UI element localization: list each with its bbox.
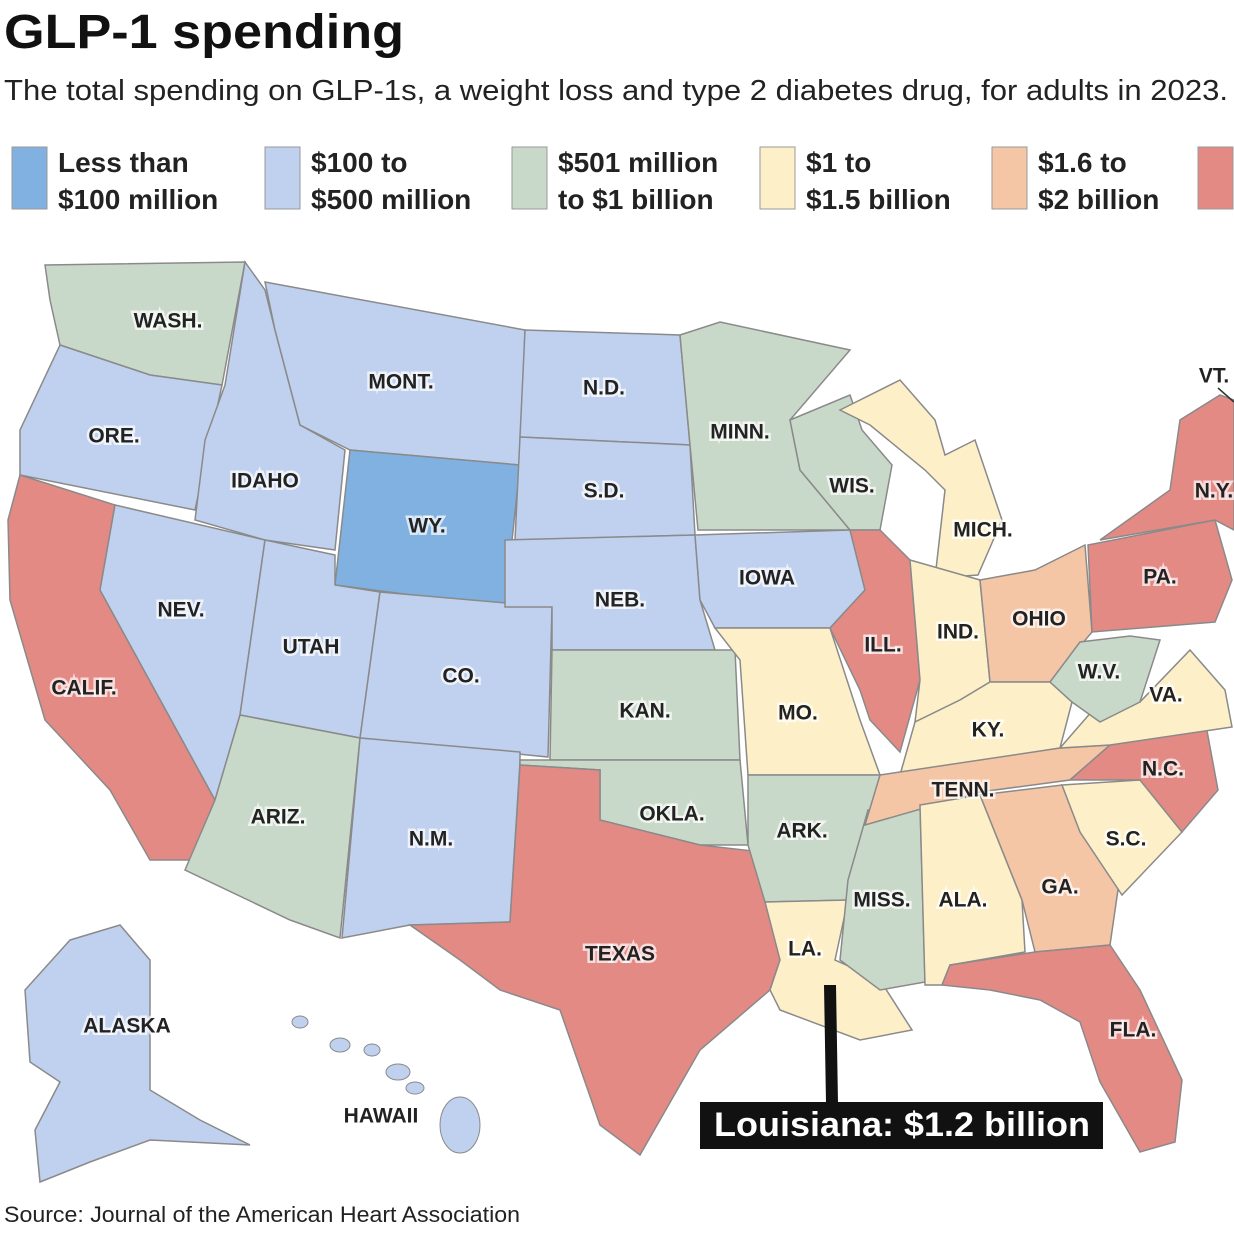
state xyxy=(1060,779,1183,897)
state-label: VA. xyxy=(1149,684,1182,707)
state-label: VT. xyxy=(1199,365,1229,388)
state-label: N.Y. xyxy=(1195,480,1234,503)
state-label: NEV. xyxy=(157,599,204,622)
state-label: MO. xyxy=(778,702,818,725)
state-label: IND. xyxy=(937,621,979,644)
state-label: KY. xyxy=(972,719,1005,742)
callout-pointer xyxy=(824,985,838,1103)
state xyxy=(940,944,1183,1153)
state-label: OKLA. xyxy=(639,803,704,826)
legend: Less than $100 million $100 to $500 million… xyxy=(11,146,1234,215)
state xyxy=(24,924,251,1184)
legend-label: to $1 billion xyxy=(558,184,714,215)
legend-swatch xyxy=(1197,146,1234,210)
state-label: ALA. xyxy=(939,889,988,912)
state xyxy=(789,394,893,531)
state-label: ILL. xyxy=(864,634,901,657)
map xyxy=(7,260,1234,1184)
source: Source: Journal of the American Heart As… xyxy=(4,1202,520,1227)
state-label: LA. xyxy=(788,938,822,961)
island xyxy=(385,1063,411,1081)
state-label: CALIF. xyxy=(51,677,116,700)
state-label: NEB. xyxy=(595,589,645,612)
legend-label: $1 to xyxy=(806,147,871,178)
state-label: TEXAS xyxy=(585,943,655,966)
state-label: FLA. xyxy=(1110,1019,1157,1042)
state-label: N.D. xyxy=(583,377,625,400)
state-label: MINN. xyxy=(710,421,770,444)
island xyxy=(439,1096,481,1154)
state-label: GA. xyxy=(1041,876,1078,899)
callout-text: Louisiana: $1.2 billion xyxy=(714,1106,1090,1144)
state xyxy=(829,529,921,754)
state xyxy=(407,764,781,1157)
title: GLP-1 spending xyxy=(4,6,404,59)
state-label: S.C. xyxy=(1106,828,1147,851)
state xyxy=(1048,635,1161,723)
state-label: TENN. xyxy=(932,779,995,802)
state-labels: WASH. ORE. CALIF. NEV. IDAHO MONT. WY. UTAH CO. A… xyxy=(49,307,1234,1130)
state-label: N.C. xyxy=(1142,758,1184,781)
legend-label: Less than xyxy=(58,147,189,178)
state-label: ALASKA xyxy=(83,1015,171,1038)
legend-swatch xyxy=(511,146,548,210)
state-label: WIS. xyxy=(829,475,875,498)
state-label: N.M. xyxy=(409,828,453,851)
legend-label: $1.5 billion xyxy=(806,184,951,215)
state xyxy=(1099,394,1234,541)
island xyxy=(329,1037,351,1053)
island xyxy=(405,1081,425,1095)
legend-swatch xyxy=(11,146,48,210)
state-label: WASH. xyxy=(134,310,203,333)
state-label: HAWAII xyxy=(344,1105,419,1128)
state-label: MISS. xyxy=(853,889,910,912)
state xyxy=(359,591,553,758)
legend-label: $100 to xyxy=(311,147,408,178)
state-label: CO. xyxy=(442,665,479,688)
legend-swatch xyxy=(264,146,301,210)
state xyxy=(764,899,914,1041)
legend-label: $501 million xyxy=(558,147,718,178)
legend-swatch xyxy=(759,146,796,210)
legend-label: $2 billion xyxy=(1038,184,1159,215)
state-label: OHIO xyxy=(1012,608,1066,631)
state-label: ARK. xyxy=(776,820,827,843)
state-label: ARIZ. xyxy=(251,806,306,829)
legend-label: $1.6 to xyxy=(1038,147,1127,178)
state-label: WY. xyxy=(408,515,445,538)
state-label: PA. xyxy=(1143,566,1176,589)
island xyxy=(291,1015,309,1029)
state-label: UTAH xyxy=(283,636,340,659)
state-label: MICH. xyxy=(953,519,1013,542)
state-label: KAN. xyxy=(619,700,670,723)
legend-swatch xyxy=(991,146,1028,210)
callout-box xyxy=(700,1102,1103,1149)
vt-leader xyxy=(1217,387,1234,403)
state-label: IDAHO xyxy=(231,470,299,493)
state xyxy=(19,344,223,511)
state-label: MONT. xyxy=(368,371,433,394)
state-label: ORE. xyxy=(88,425,139,448)
legend-label: $500 million xyxy=(311,184,471,215)
island xyxy=(363,1043,381,1057)
legend-label: $100 million xyxy=(58,184,218,215)
subtitle: The total spending on GLP-1s, a weight l… xyxy=(4,75,1228,107)
state-label: S.D. xyxy=(584,480,625,503)
state xyxy=(838,379,1003,579)
state-label: IOWA xyxy=(739,567,795,590)
state-label: W.V. xyxy=(1078,661,1120,684)
